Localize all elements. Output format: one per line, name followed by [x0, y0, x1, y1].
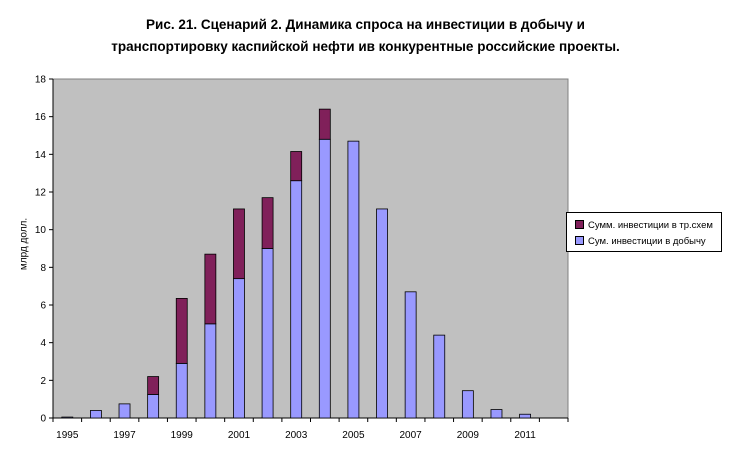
bar-production-2002 [261, 248, 274, 419]
y-tick-label: 4 [40, 338, 46, 349]
legend-item-production: Сум. инвестиции в добычу [575, 235, 706, 248]
x-tick-label: 1995 [56, 430, 79, 441]
y-tick-label: 12 [35, 188, 47, 199]
chart-title: Рис. 21. Сценарий 2. Динамика спроса на … [0, 14, 731, 58]
bar-production-2007 [404, 291, 417, 419]
x-tick-label: 2007 [400, 430, 423, 441]
bar-production-2001 [233, 278, 245, 419]
bar-production-2006 [376, 208, 388, 419]
bar-transport-2002 [261, 197, 274, 249]
legend-label-transport: Сумм. инвестиции в тр.схем [588, 220, 713, 231]
bar-transport-2003 [290, 151, 303, 182]
bar-transport-2004 [318, 108, 331, 140]
bar-transport-1998 [147, 376, 160, 395]
bar-production-1996 [90, 410, 102, 419]
legend-swatch-transport [575, 219, 584, 229]
legend: Сумм. инвестиции в тр.схем Сум. инвестиц… [566, 212, 722, 252]
bar-production-1997 [118, 403, 131, 419]
x-tick-label: 2009 [457, 430, 480, 441]
plot-area [52, 78, 569, 419]
legend-label-production: Сум. инвестиции в добычу [588, 236, 706, 247]
x-tick-label: 1999 [171, 430, 194, 441]
bar-production-2011 [519, 413, 531, 419]
bar-production-2004 [318, 138, 331, 419]
bar-production-2009 [461, 390, 474, 419]
bar-transport-2001 [233, 208, 245, 280]
y-tick-label: 16 [35, 112, 47, 123]
bar-production-2008 [433, 334, 446, 419]
bar-transport-2000 [204, 253, 217, 325]
x-tick-label: 2011 [514, 430, 536, 441]
x-tick-label: 2005 [342, 430, 365, 441]
bar-production-2010 [490, 409, 503, 419]
y-tick-label: 14 [35, 150, 47, 161]
x-tick-label: 2003 [285, 430, 308, 441]
bar-production-2005 [347, 140, 360, 419]
bar-production-1998 [147, 394, 160, 419]
legend-item-transport: Сумм. инвестиции в тр.схем [575, 219, 713, 232]
x-tick-label: 1997 [113, 430, 136, 441]
y-tick-label: 18 [35, 75, 47, 86]
x-tick-label: 2001 [228, 430, 251, 441]
y-tick-label: 10 [35, 225, 47, 236]
chart-title-line-1: Рис. 21. Сценарий 2. Динамика спроса на … [146, 17, 585, 32]
bar-transport-1999 [175, 298, 188, 364]
bar-production-2000 [204, 323, 217, 419]
y-tick-label: 2 [40, 376, 46, 387]
y-tick-label: 6 [40, 301, 46, 312]
y-tick-label: 8 [40, 263, 46, 274]
bar-production-2003 [290, 180, 303, 419]
legend-swatch-production [575, 235, 584, 245]
bar-production-1995 [61, 416, 74, 419]
y-tick-label: 0 [40, 414, 46, 425]
chart-title-line-2: транспортировку каспийской нефти ив конк… [111, 39, 620, 54]
bar-production-1999 [175, 362, 188, 419]
